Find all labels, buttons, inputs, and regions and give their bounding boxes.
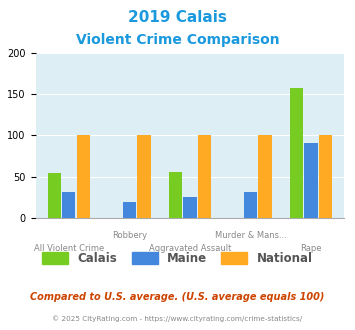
Text: All Violent Crime: All Violent Crime (34, 244, 104, 253)
Bar (198, 135, 211, 218)
Text: Violent Crime Comparison: Violent Crime Comparison (76, 33, 279, 47)
Text: Compared to U.S. average. (U.S. average equals 100): Compared to U.S. average. (U.S. average … (30, 292, 325, 302)
Bar (62, 192, 76, 218)
Text: © 2025 CityRating.com - https://www.cityrating.com/crime-statistics/: © 2025 CityRating.com - https://www.city… (53, 315, 302, 322)
Bar (137, 135, 151, 218)
Text: Robbery: Robbery (112, 231, 147, 240)
Text: Rape: Rape (300, 244, 322, 253)
Text: 2019 Calais: 2019 Calais (128, 10, 227, 25)
Bar (244, 192, 257, 218)
Bar (123, 202, 136, 218)
Bar (304, 143, 318, 218)
Text: Aggravated Assault: Aggravated Assault (149, 244, 231, 253)
Bar (290, 88, 303, 218)
Text: Murder & Mans...: Murder & Mans... (214, 231, 286, 240)
Legend: Calais, Maine, National: Calais, Maine, National (38, 247, 317, 269)
Bar (319, 135, 332, 218)
Bar (169, 172, 182, 218)
Bar (48, 173, 61, 218)
Bar (77, 135, 90, 218)
Bar (183, 197, 197, 218)
Bar (258, 135, 272, 218)
